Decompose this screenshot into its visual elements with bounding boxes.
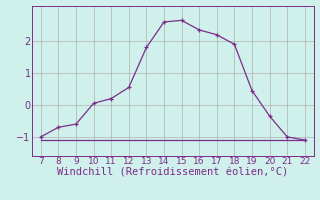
X-axis label: Windchill (Refroidissement éolien,°C): Windchill (Refroidissement éolien,°C): [57, 168, 288, 178]
